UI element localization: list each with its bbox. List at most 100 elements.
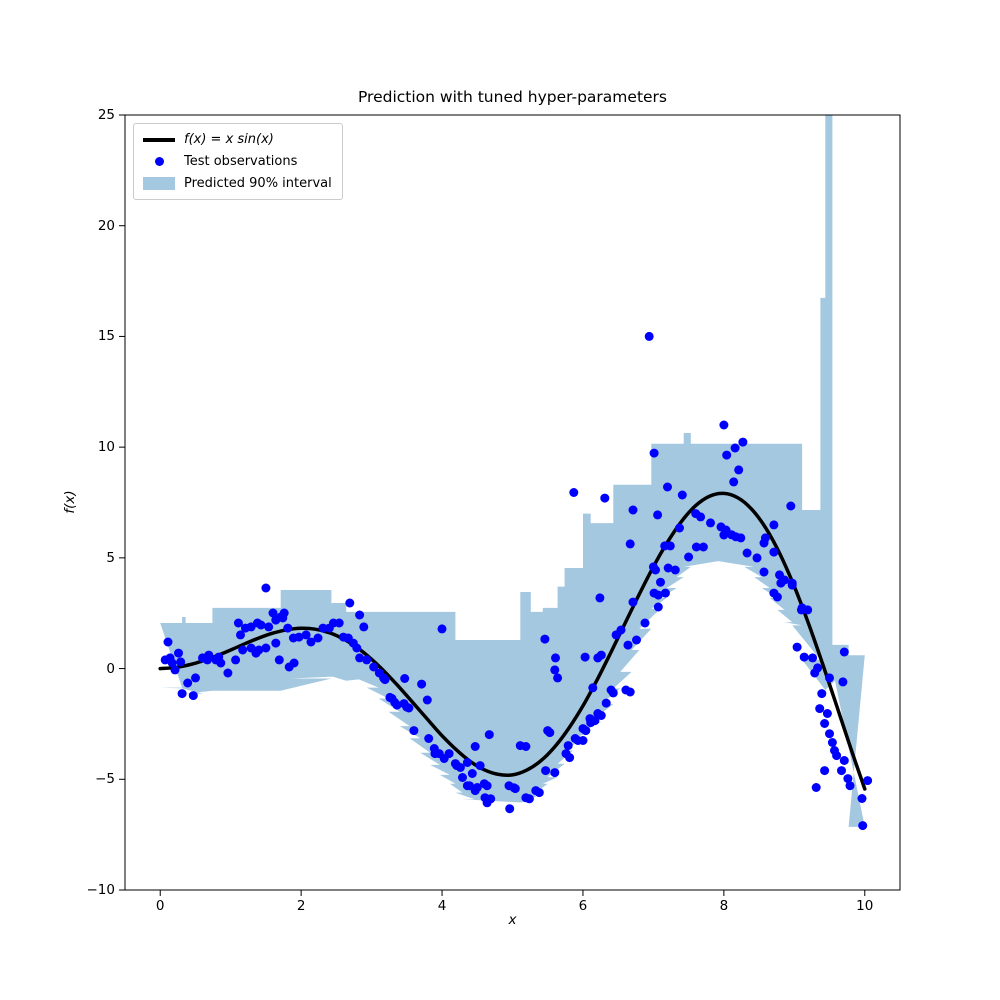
test-observation-point	[772, 592, 782, 602]
prediction-interval-band	[160, 115, 865, 827]
y-tick-label: 15	[97, 328, 115, 345]
test-observation-point	[254, 645, 264, 655]
test-observation-point	[608, 688, 618, 698]
test-observation-point	[738, 437, 748, 447]
test-observation-point	[759, 567, 769, 577]
test-observation-point	[616, 625, 626, 635]
test-observation-point	[444, 749, 454, 759]
test-observation-point	[780, 575, 789, 585]
test-observation-point	[730, 443, 740, 453]
test-observation-point	[799, 652, 809, 662]
test-observation-point	[268, 608, 278, 618]
x-tick-label: 2	[296, 898, 306, 914]
legend-label: Test observations	[184, 154, 298, 169]
test-observation-point	[359, 622, 369, 632]
test-observation-point	[437, 624, 447, 634]
test-observation-point	[640, 618, 650, 628]
test-observation-point	[813, 663, 823, 673]
test-observation-point	[596, 650, 606, 660]
test-observation-point	[510, 784, 520, 794]
y-tick-label: 5	[106, 549, 115, 566]
test-observation-point	[177, 689, 187, 699]
test-observation-point	[458, 773, 467, 782]
test-observation-point	[318, 623, 328, 633]
test-observation-point	[216, 658, 226, 668]
y-tick-label: 0	[106, 660, 115, 677]
test-observation-point	[684, 552, 694, 562]
test-observation-point	[665, 541, 675, 551]
test-observation-point	[653, 590, 663, 600]
test-observation-point	[623, 640, 633, 650]
x-tick-label: 0	[155, 898, 165, 914]
test-observation-point	[792, 642, 802, 652]
test-observation-point	[362, 655, 372, 665]
test-observation-point	[274, 655, 284, 665]
test-observation-point	[472, 783, 482, 792]
test-observation-point	[628, 597, 638, 607]
legend: f(x) = x sin(x) Test observations Predicte…	[133, 123, 343, 200]
test-observation-point	[467, 769, 477, 778]
test-observation-point	[625, 539, 635, 549]
test-observation-point	[786, 501, 796, 511]
test-observation-point	[838, 677, 848, 687]
test-observation-point	[675, 523, 684, 533]
test-observation-point	[355, 653, 365, 663]
test-observation-point	[462, 758, 472, 767]
y-tick-label: 20	[97, 217, 115, 234]
x-tick-label: 6	[578, 898, 588, 914]
test-observation-point	[625, 687, 635, 697]
x-tick-label: 8	[719, 898, 729, 914]
test-observation-point	[588, 683, 598, 693]
test-observation-point	[628, 505, 638, 515]
test-observation-point	[256, 620, 266, 630]
y-tick-label: 10	[97, 439, 115, 456]
test-observation-point	[455, 763, 465, 772]
test-observation-point	[264, 622, 274, 632]
legend-label: f(x) = x sin(x)	[184, 132, 274, 147]
test-observation-point	[858, 821, 868, 831]
test-observation-point	[857, 794, 867, 803]
test-observation-point	[811, 783, 821, 792]
test-observation-point	[815, 704, 825, 714]
test-observation-point	[578, 736, 588, 745]
test-observation-point	[653, 510, 663, 520]
test-observation-point	[236, 630, 245, 640]
test-observation-point	[238, 645, 248, 655]
test-observation-point	[706, 518, 715, 528]
test-observation-point	[742, 548, 752, 558]
test-observation-point	[306, 637, 316, 647]
x-axis-label: x	[508, 912, 517, 928]
test-observation-point	[231, 655, 241, 665]
test-observation-point	[183, 678, 193, 688]
test-observation-point	[752, 553, 762, 563]
test-observation-point	[345, 598, 355, 608]
test-observation-point	[590, 716, 600, 726]
test-observation-point	[736, 533, 746, 543]
test-observation-point	[417, 679, 427, 689]
test-observation-point	[167, 658, 177, 668]
test-observation-point	[644, 331, 654, 341]
test-observation-point	[863, 776, 873, 786]
true-function-curve	[158, 491, 867, 791]
y-axis-label: f(x)	[62, 490, 78, 514]
test-observation-point	[663, 563, 673, 573]
test-observation-point	[486, 794, 496, 804]
test-observation-point	[691, 542, 701, 552]
test-observation-point	[839, 756, 849, 765]
test-observation-point	[289, 658, 299, 668]
x-tick-label: 10	[856, 898, 874, 914]
test-observation-point	[524, 794, 534, 804]
test-observation-point	[482, 781, 492, 791]
test-observation-point	[601, 698, 611, 708]
test-observation-point	[521, 742, 531, 751]
test-observation-point	[825, 673, 834, 683]
test-observation-point	[837, 766, 846, 776]
legend-entry: Predicted 90% interval	[143, 175, 332, 192]
test-observation-point	[653, 602, 663, 612]
test-observation-point	[656, 577, 665, 587]
test-observation-point	[769, 520, 779, 530]
axes-spines	[124, 114, 901, 891]
test-observation-point	[301, 630, 311, 640]
legend-patch-swatch	[143, 177, 175, 190]
